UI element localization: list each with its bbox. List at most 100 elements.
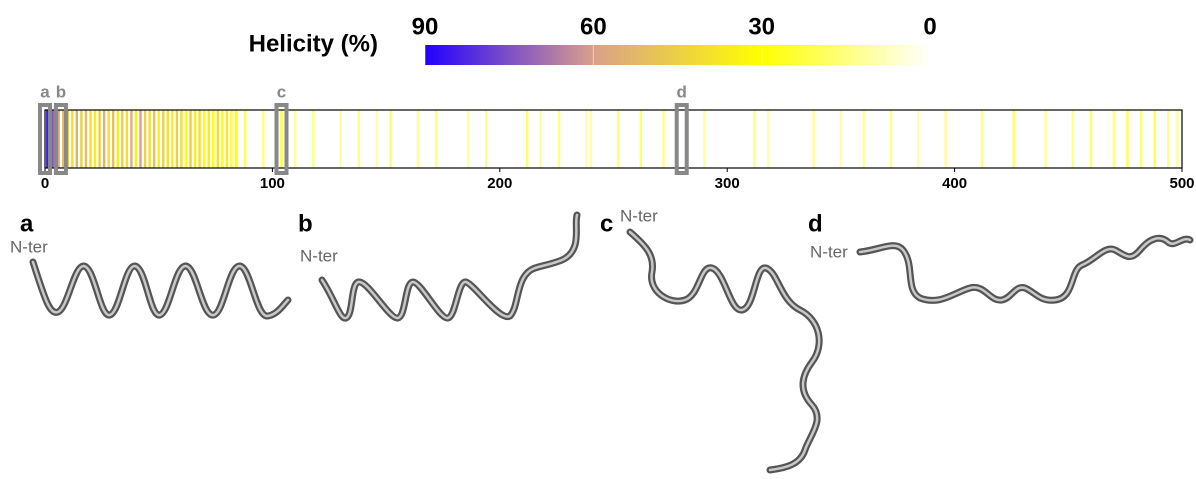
helicity-stripe [212,110,215,168]
helicity-stripe [157,110,160,168]
helicity-stripe [466,110,470,168]
helicity-stripe [484,110,488,168]
helicity-stripe [207,110,210,168]
highlight-box [38,103,52,175]
helicity-stripe [198,110,201,168]
helicity-stripe [89,110,92,168]
terminus-label: N-ter [300,246,338,265]
helicity-stripe [139,110,142,168]
helicity-stripe [416,110,420,168]
structure-a-highlight [31,260,290,318]
helicity-stripe [1153,110,1156,168]
helicity-stripe [1044,110,1047,168]
helicity-stripe [243,110,247,168]
colorbar-tick-label: 60 [580,13,607,40]
helicity-stripe [280,110,283,168]
helicity-stripe [525,110,529,168]
helicity-stripe [1112,110,1115,168]
helicity-stripe [107,110,110,168]
colorbar-tick-label: 0 [923,13,936,40]
helicity-stripe [557,110,561,168]
helicity-stripe [230,110,233,168]
helicity-stripe [57,110,60,168]
helicity-stripe [225,110,229,168]
colorbar [425,45,930,65]
helicity-stripe [1139,110,1143,168]
structure-c-highlight [628,230,821,472]
helicity-stripe [134,110,138,168]
panel-label: d [808,210,823,237]
highlight-label: d [677,82,687,101]
helicity-stripe [234,110,238,168]
helicity-stripe [766,110,770,168]
helicity-stripe [917,110,920,168]
helicity-stripe [171,110,174,168]
helicity-stripe [121,110,124,168]
helicity-stripe [162,110,165,168]
helicity-stripe [221,110,224,168]
helicity-stripe [112,110,115,168]
helicity-stripe [61,110,65,168]
helicity-stripe [389,110,392,168]
helicity-stripe [1176,110,1179,168]
helicity-stripe [216,110,220,168]
colorbar-tick-label: 90 [412,13,439,40]
x-tick-label: 400 [942,175,967,192]
helicity-stripe [703,110,706,168]
helicity-stripe [434,110,438,168]
helicity-stripe [1126,110,1129,168]
helicity-stripe [189,110,192,168]
helicity-stripe [148,110,151,168]
x-tick-label: 500 [1169,175,1194,192]
helicity-stripe [262,110,265,168]
highlight-label: b [56,82,66,101]
helicity-stripe [753,110,756,168]
terminus-label: N-ter [620,206,658,225]
panel-label: b [298,210,313,237]
structures [29,211,1194,474]
panel-label: a [20,210,34,237]
helicity-stripe [1071,110,1075,168]
helicity-stripe [143,110,147,168]
highlight-label: c [277,82,286,101]
highlight-box [274,103,289,175]
helicity-stripe [180,110,183,168]
helicity-stripe [1012,110,1015,168]
helicity-stripe [293,110,297,168]
terminus-label: N-ter [810,242,848,261]
x-tick-label: 300 [715,175,740,192]
panel-label: c [600,210,613,237]
helicity-stripe [812,110,815,168]
helicity-stripe [589,110,592,168]
helicity-stripe [46,110,49,168]
helicity-stripe [357,110,361,168]
helicity-stripe [980,110,984,168]
helicity-stripe [125,110,129,168]
x-tick-label: 0 [41,175,49,192]
highlight-label: a [40,82,50,101]
x-tick-label: 100 [260,175,285,192]
structure-b-highlight [320,213,579,320]
helicity-stripe [175,110,179,168]
helicity-stripe [93,110,97,168]
helicity-stripe [585,110,588,168]
terminus-label: N-ter [10,237,48,256]
helicity-stripe [339,110,342,168]
helicity-stripe [202,110,206,168]
helicity-stripe [662,110,665,168]
strip-frame [44,109,1183,169]
structure-c [626,228,823,474]
helicity-stripe [75,110,79,168]
helicity-stripe [84,110,88,168]
helicity-stripe [166,110,169,168]
helicity-stripe [1167,110,1170,168]
helicity-stripe [1089,110,1093,168]
helicity-stripe [130,110,133,168]
helicity-stripe [102,110,106,168]
helicity-stripe [539,110,542,168]
helicity-stripe [71,110,74,168]
helicity-stripe [98,110,101,168]
colorbar-tick-label: 30 [748,13,775,40]
highlight-box [674,103,689,175]
